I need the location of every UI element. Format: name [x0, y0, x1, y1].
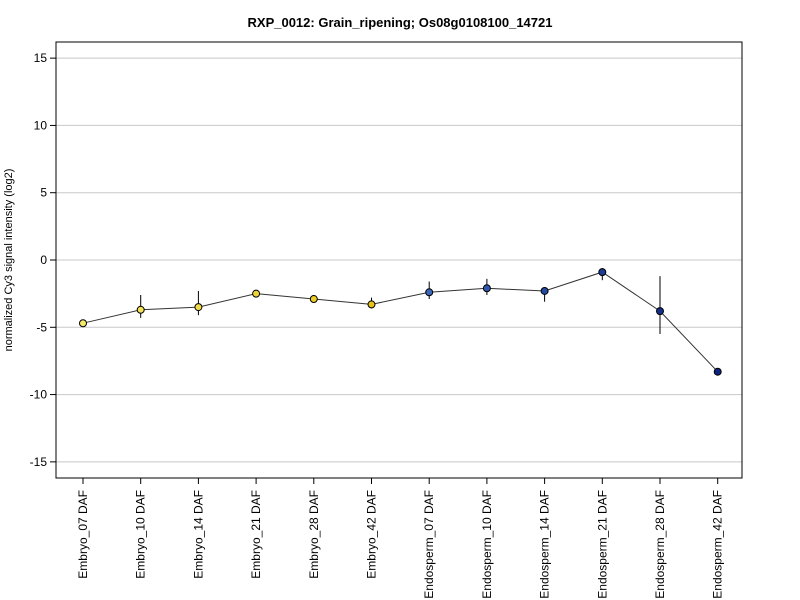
x-axis: Embryo_07 DAF Embryo_10 DAF Embryo_14 DAF E… [76, 478, 725, 599]
data-point [136, 305, 145, 314]
x-tick-label: Embryo_42 DAF [365, 490, 379, 579]
data-point [194, 303, 203, 312]
x-tick-label: Embryo_28 DAF [307, 490, 321, 579]
chart-title: RXP_0012: Grain_ripening; Os08g0108100_1… [248, 15, 553, 30]
data-point [252, 289, 261, 298]
x-tick-label: Endosperm_42 DAF [711, 490, 725, 599]
data-point [367, 300, 376, 309]
x-tick-label: Endosperm_07 DAF [422, 490, 436, 599]
y-tick-label: -10 [30, 388, 48, 402]
data-point [79, 319, 87, 328]
x-tick-label: Embryo_10 DAF [134, 490, 148, 579]
y-tick-label: -5 [36, 320, 47, 334]
x-tick-label: Embryo_07 DAF [76, 490, 90, 579]
y-axis: -15 -10 -5 0 5 10 15 [30, 51, 56, 469]
plot-area [79, 268, 722, 376]
data-point [482, 284, 491, 293]
x-tick-label: Embryo_21 DAF [249, 490, 263, 579]
y-tick-label: 10 [34, 118, 48, 132]
x-tick-label: Endosperm_14 DAF [538, 490, 552, 599]
data-point [425, 288, 434, 297]
y-tick-label: 0 [40, 253, 47, 267]
y-tick-label: 15 [34, 51, 48, 65]
data-point [713, 367, 722, 376]
x-tick-label: Endosperm_10 DAF [480, 490, 494, 599]
grid-lines [56, 57, 742, 463]
data-point [309, 295, 318, 304]
series-line [82, 271, 719, 373]
data-point [540, 286, 549, 295]
data-point [656, 307, 664, 316]
y-axis-label: normalized Cy3 signal intensity (log2) [3, 169, 15, 352]
x-tick-label: Endosperm_21 DAF [595, 490, 609, 599]
x-tick-label: Endosperm_28 DAF [653, 490, 667, 599]
x-tick-label: Embryo_14 DAF [191, 490, 205, 579]
y-tick-label: 5 [40, 186, 47, 200]
data-point [598, 268, 607, 277]
y-tick-label: -15 [30, 455, 48, 469]
